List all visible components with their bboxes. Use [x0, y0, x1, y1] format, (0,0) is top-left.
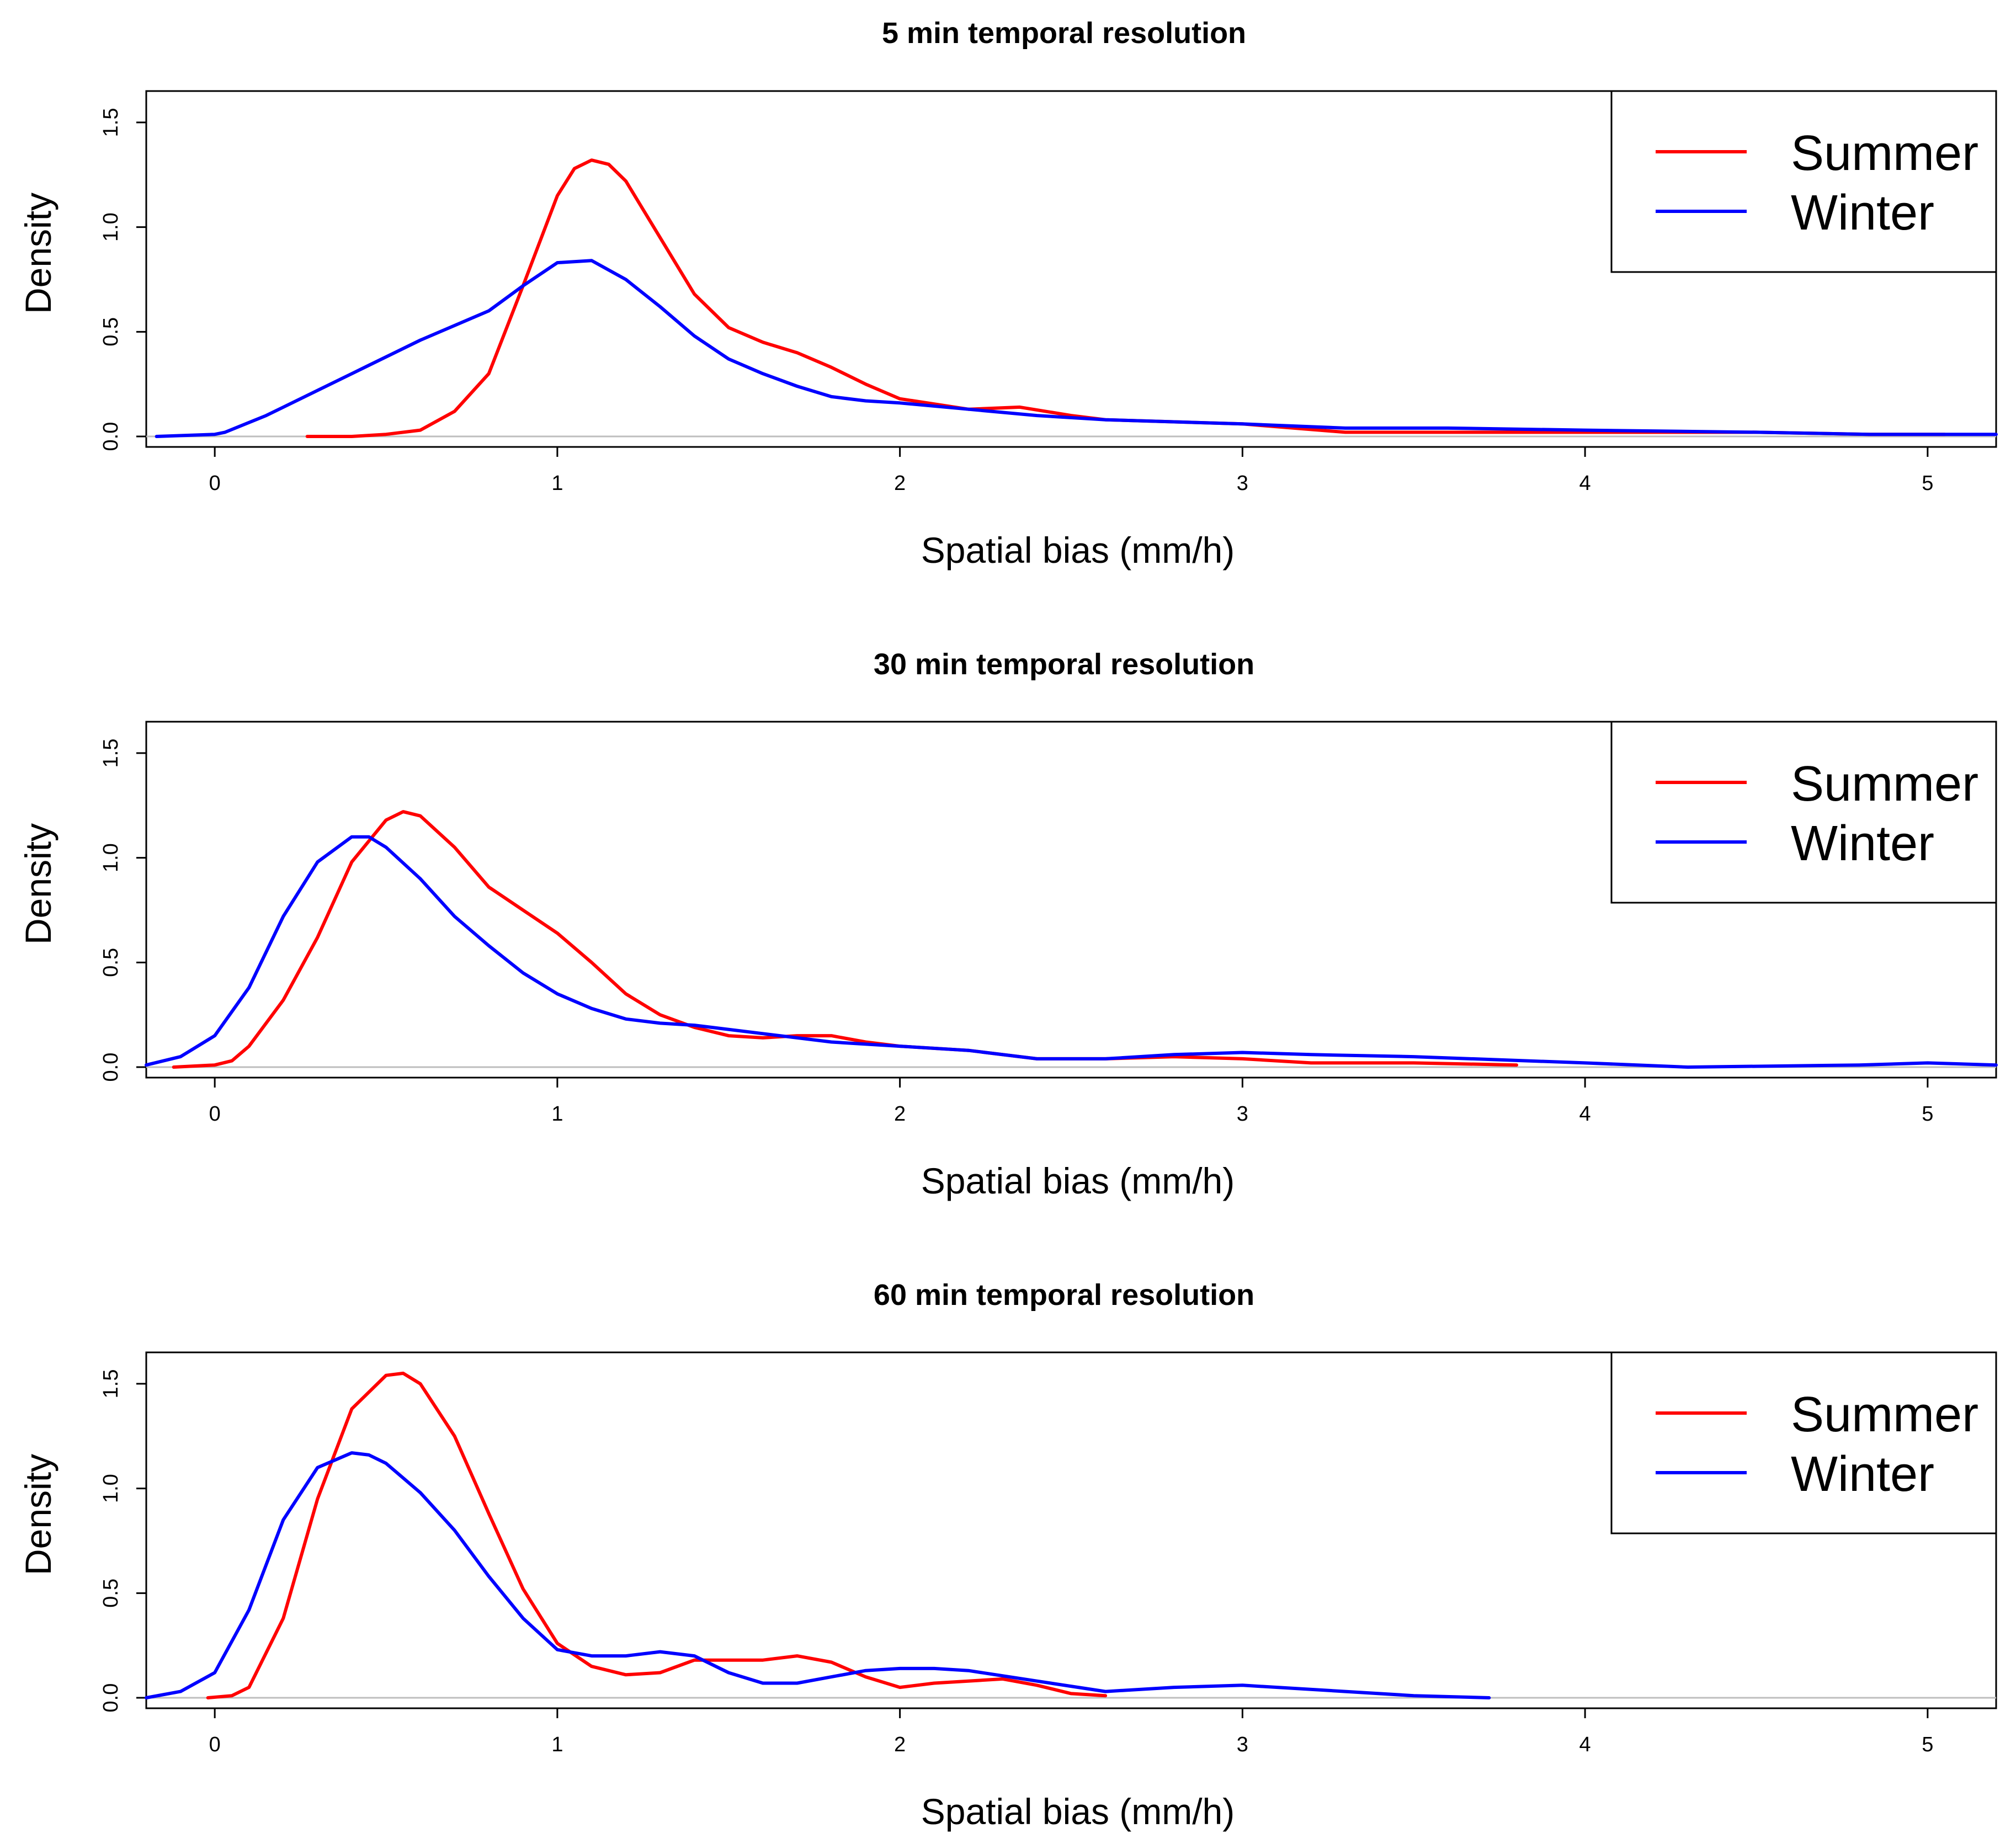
y-tick-label: 0.0	[99, 1053, 123, 1082]
legend: Summer Winter	[1610, 90, 1997, 273]
y-axis-label: Density	[18, 823, 58, 945]
x-axis-label: Spatial bias (mm/h)	[921, 1160, 1235, 1201]
y-tick-label: 1.0	[99, 212, 123, 242]
x-axis: 0 1 2 3 4 5	[209, 1078, 1933, 1126]
legend-box	[1610, 1351, 1997, 1534]
legend-label-winter: Winter	[1791, 1447, 1934, 1502]
legend-label-summer: Summer	[1791, 756, 1978, 812]
x-tick-label: 1	[551, 472, 563, 495]
series-line-winter	[145, 1451, 1491, 1699]
panel-5min: 5 min temporal resolution 0 1 2 3 4 5 0.0 0.5 1…	[18, 17, 1998, 571]
x-tick-label: 2	[894, 472, 906, 495]
series-line-summer	[206, 1371, 1108, 1699]
y-tick-label: 0.0	[99, 1683, 123, 1713]
legend-box	[1610, 90, 1997, 273]
x-tick-label: 1	[551, 1102, 563, 1126]
panel-30min: 30 min temporal resolution 0 1 2 3 4 5 0.0 0.5…	[18, 648, 1998, 1201]
x-tick-label: 0	[209, 1102, 221, 1126]
y-tick-label: 1.0	[99, 1474, 123, 1503]
series-line-summer	[305, 158, 1946, 438]
legend: Summer Winter	[1610, 1351, 1997, 1534]
y-axis: 0.0 0.5 1.0 1.5	[99, 738, 146, 1081]
x-axis: 0 1 2 3 4 5	[209, 1708, 1933, 1756]
x-tick-label: 5	[1922, 1733, 1933, 1756]
series-layer	[145, 1371, 1491, 1699]
y-tick-label: 1.5	[99, 738, 123, 768]
y-tick-label: 1.0	[99, 843, 123, 872]
panel-title: 30 min temporal resolution	[874, 648, 1254, 681]
x-tick-label: 3	[1237, 1102, 1248, 1126]
legend-label-winter: Winter	[1791, 185, 1934, 241]
x-axis-label: Spatial bias (mm/h)	[921, 530, 1235, 571]
x-tick-label: 2	[894, 1733, 906, 1756]
series-line-summer	[172, 810, 1518, 1069]
x-tick-label: 4	[1579, 1733, 1591, 1756]
x-axis: 0 1 2 3 4 5	[209, 447, 1933, 495]
y-axis-label: Density	[18, 193, 58, 314]
y-tick-label: 0.0	[99, 422, 123, 451]
y-tick-label: 1.5	[99, 1369, 123, 1398]
y-axis: 0.0 0.5 1.0 1.5	[99, 108, 146, 451]
series-line-winter	[155, 259, 1998, 438]
series-line-winter	[145, 835, 1998, 1069]
x-tick-label: 2	[894, 1102, 906, 1126]
x-tick-label: 4	[1579, 1102, 1591, 1126]
y-tick-label: 0.5	[99, 1579, 123, 1608]
x-axis-label: Spatial bias (mm/h)	[921, 1791, 1235, 1832]
x-tick-label: 3	[1237, 472, 1248, 495]
series-layer	[145, 810, 1998, 1069]
x-tick-label: 0	[209, 1733, 221, 1756]
y-tick-label: 1.5	[99, 108, 123, 137]
x-tick-label: 0	[209, 472, 221, 495]
legend-label-summer: Summer	[1791, 1387, 1978, 1442]
x-tick-label: 1	[551, 1733, 563, 1756]
x-tick-label: 5	[1922, 1102, 1933, 1126]
x-tick-label: 5	[1922, 472, 1933, 495]
panel-title: 5 min temporal resolution	[882, 17, 1246, 50]
y-axis-label: Density	[18, 1454, 58, 1575]
legend: Summer Winter	[1610, 721, 1997, 904]
y-axis: 0.0 0.5 1.0 1.5	[99, 1369, 146, 1712]
series-layer	[155, 158, 1998, 438]
panel-title: 60 min temporal resolution	[874, 1278, 1254, 1312]
y-tick-label: 0.5	[99, 948, 123, 977]
x-tick-label: 3	[1237, 1733, 1248, 1756]
x-tick-label: 4	[1579, 472, 1591, 495]
legend-label-summer: Summer	[1791, 126, 1978, 181]
panel-60min: 60 min temporal resolution 0 1 2 3 4 5 0.0 0.5…	[18, 1278, 1997, 1832]
y-tick-label: 0.5	[99, 317, 123, 347]
legend-label-winter: Winter	[1791, 816, 1934, 871]
legend-box	[1610, 721, 1997, 904]
